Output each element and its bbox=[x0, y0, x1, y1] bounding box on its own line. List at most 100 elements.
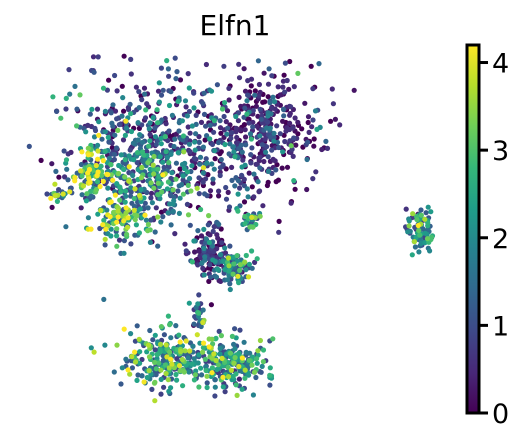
scatter-point bbox=[213, 357, 219, 364]
scatter-point bbox=[192, 372, 198, 378]
scatter-point bbox=[108, 233, 114, 239]
scatter-point bbox=[266, 66, 272, 72]
scatter-point bbox=[284, 164, 291, 170]
scatter-point bbox=[111, 156, 117, 163]
scatter-point bbox=[299, 126, 305, 132]
scatter-point bbox=[194, 332, 200, 338]
scatter-point bbox=[308, 63, 314, 69]
scatter-point bbox=[138, 186, 144, 193]
scatter-point bbox=[155, 88, 162, 94]
scatter-point bbox=[93, 162, 99, 169]
scatter-point bbox=[276, 229, 282, 235]
scatter-point bbox=[144, 101, 150, 107]
scatter-point bbox=[116, 162, 122, 169]
scatter-point bbox=[168, 222, 174, 228]
scatter-point bbox=[185, 212, 192, 218]
scatter-point bbox=[182, 348, 188, 354]
scatter-point bbox=[189, 259, 195, 265]
scatter-point bbox=[282, 138, 288, 145]
scatter-point bbox=[254, 123, 260, 129]
scatter-point bbox=[94, 106, 101, 112]
scatter-point bbox=[131, 203, 137, 209]
scatter-point bbox=[209, 141, 216, 147]
scatter-point bbox=[164, 154, 170, 161]
scatter-point bbox=[78, 205, 84, 211]
scatter-point bbox=[128, 331, 134, 337]
scatter-point bbox=[102, 148, 108, 154]
scatter-point bbox=[173, 76, 179, 82]
scatter-point bbox=[148, 195, 154, 201]
scatter-point bbox=[105, 185, 111, 191]
scatter-point bbox=[212, 156, 218, 162]
scatter-point bbox=[220, 374, 226, 380]
scatter-point bbox=[137, 132, 143, 138]
scatter-point bbox=[202, 254, 208, 260]
scatter-point bbox=[126, 178, 132, 184]
scatter-point bbox=[115, 208, 121, 214]
scatter-point bbox=[185, 355, 191, 361]
scatter-point bbox=[249, 248, 255, 254]
scatter-point bbox=[166, 102, 173, 109]
scatter-point bbox=[153, 366, 159, 372]
scatter-point bbox=[237, 327, 243, 333]
scatter-point bbox=[62, 174, 68, 180]
scatter-point bbox=[302, 100, 308, 106]
scatter-point bbox=[227, 350, 234, 356]
scatter-point bbox=[242, 375, 248, 381]
scatter-point bbox=[269, 105, 275, 111]
scatter-point bbox=[189, 123, 195, 129]
scatter-point bbox=[177, 195, 183, 201]
scatter-point bbox=[235, 110, 242, 116]
scatter-point bbox=[265, 81, 272, 87]
scatter-point bbox=[139, 356, 145, 363]
scatter-point bbox=[252, 259, 258, 265]
scatter-point bbox=[249, 265, 255, 271]
scatter-point bbox=[253, 374, 259, 381]
scatter-point bbox=[225, 374, 232, 380]
scatter-point bbox=[100, 178, 106, 184]
scatter-point bbox=[144, 374, 150, 381]
scatter-point bbox=[125, 215, 131, 221]
scatter-point bbox=[128, 185, 134, 191]
scatter-point bbox=[406, 218, 412, 224]
scatter-point bbox=[90, 54, 97, 60]
scatter-point bbox=[216, 188, 222, 194]
scatter-point bbox=[145, 205, 151, 211]
scatter-point bbox=[210, 176, 216, 182]
scatter-point bbox=[165, 138, 171, 144]
colorbar-tick-label: 3 bbox=[492, 136, 509, 167]
scatter-point bbox=[147, 239, 153, 245]
scatter-point bbox=[91, 349, 97, 355]
scatter-point bbox=[177, 166, 183, 172]
scatter-point bbox=[128, 111, 134, 117]
scatter-point bbox=[58, 115, 64, 121]
scatter-point bbox=[125, 367, 131, 373]
scatter-point bbox=[265, 154, 271, 160]
scatter-point bbox=[191, 321, 197, 327]
scatter-point bbox=[100, 85, 107, 91]
scatter-point bbox=[239, 355, 245, 361]
scatter-point bbox=[273, 167, 279, 173]
scatter-point bbox=[170, 208, 176, 214]
scatter-point bbox=[265, 168, 271, 174]
scatter-point bbox=[147, 120, 153, 126]
scatter-point bbox=[216, 221, 222, 227]
scatter-point bbox=[311, 136, 317, 142]
chart-title: Elfn1 bbox=[200, 9, 271, 42]
scatter-point bbox=[56, 174, 62, 180]
scatter-point bbox=[173, 371, 179, 378]
scatter-point bbox=[177, 368, 183, 374]
scatter-point bbox=[154, 107, 160, 113]
scatter-point bbox=[103, 226, 109, 232]
scatter-point bbox=[271, 138, 277, 144]
scatter-point bbox=[123, 356, 129, 362]
scatter-point bbox=[105, 134, 111, 140]
scatter-point bbox=[87, 179, 93, 185]
scatter-point bbox=[134, 377, 140, 383]
scatter-point bbox=[192, 249, 198, 255]
scatter-point bbox=[83, 198, 89, 204]
scatter-point bbox=[310, 117, 316, 123]
scatter-point bbox=[180, 191, 186, 197]
scatter-point bbox=[152, 134, 158, 140]
scatter-point bbox=[232, 346, 238, 352]
